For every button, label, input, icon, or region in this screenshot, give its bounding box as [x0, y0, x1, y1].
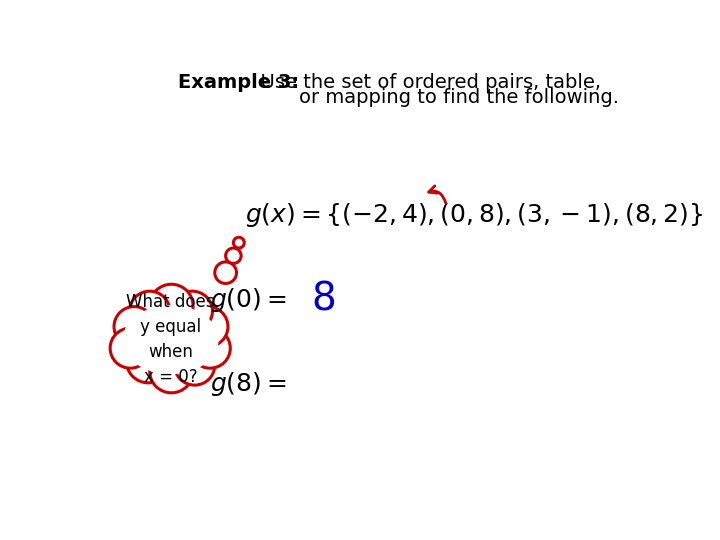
Circle shape: [215, 262, 236, 284]
Circle shape: [188, 307, 228, 347]
Text: Example 3:: Example 3:: [178, 72, 299, 91]
Circle shape: [127, 340, 170, 383]
Text: or mapping to find the following.: or mapping to find the following.: [300, 88, 619, 107]
Circle shape: [110, 328, 150, 368]
Circle shape: [174, 345, 215, 385]
Circle shape: [233, 237, 244, 248]
Circle shape: [150, 350, 193, 393]
Circle shape: [114, 307, 154, 347]
FancyArrowPatch shape: [429, 186, 446, 203]
Circle shape: [190, 328, 230, 368]
Text: $8$: $8$: [311, 282, 335, 317]
Ellipse shape: [123, 306, 218, 374]
Circle shape: [150, 284, 193, 327]
Circle shape: [172, 291, 212, 331]
Text: $g(x) = \{(-2,4),(0,8),(3,-1),(8,2)\}$: $g(x) = \{(-2,4),(0,8),(3,-1),(8,2)\}$: [245, 201, 703, 229]
Text: $g(8) =$: $g(8) =$: [210, 370, 287, 399]
Text: $g(0) =$: $g(0) =$: [210, 286, 287, 314]
Ellipse shape: [120, 303, 221, 377]
Circle shape: [225, 248, 241, 264]
Text: What does
y equal
when
x = 0?: What does y equal when x = 0?: [126, 293, 215, 386]
Text: Use the set of ordered pairs, table,: Use the set of ordered pairs, table,: [248, 72, 601, 91]
Circle shape: [130, 291, 170, 331]
